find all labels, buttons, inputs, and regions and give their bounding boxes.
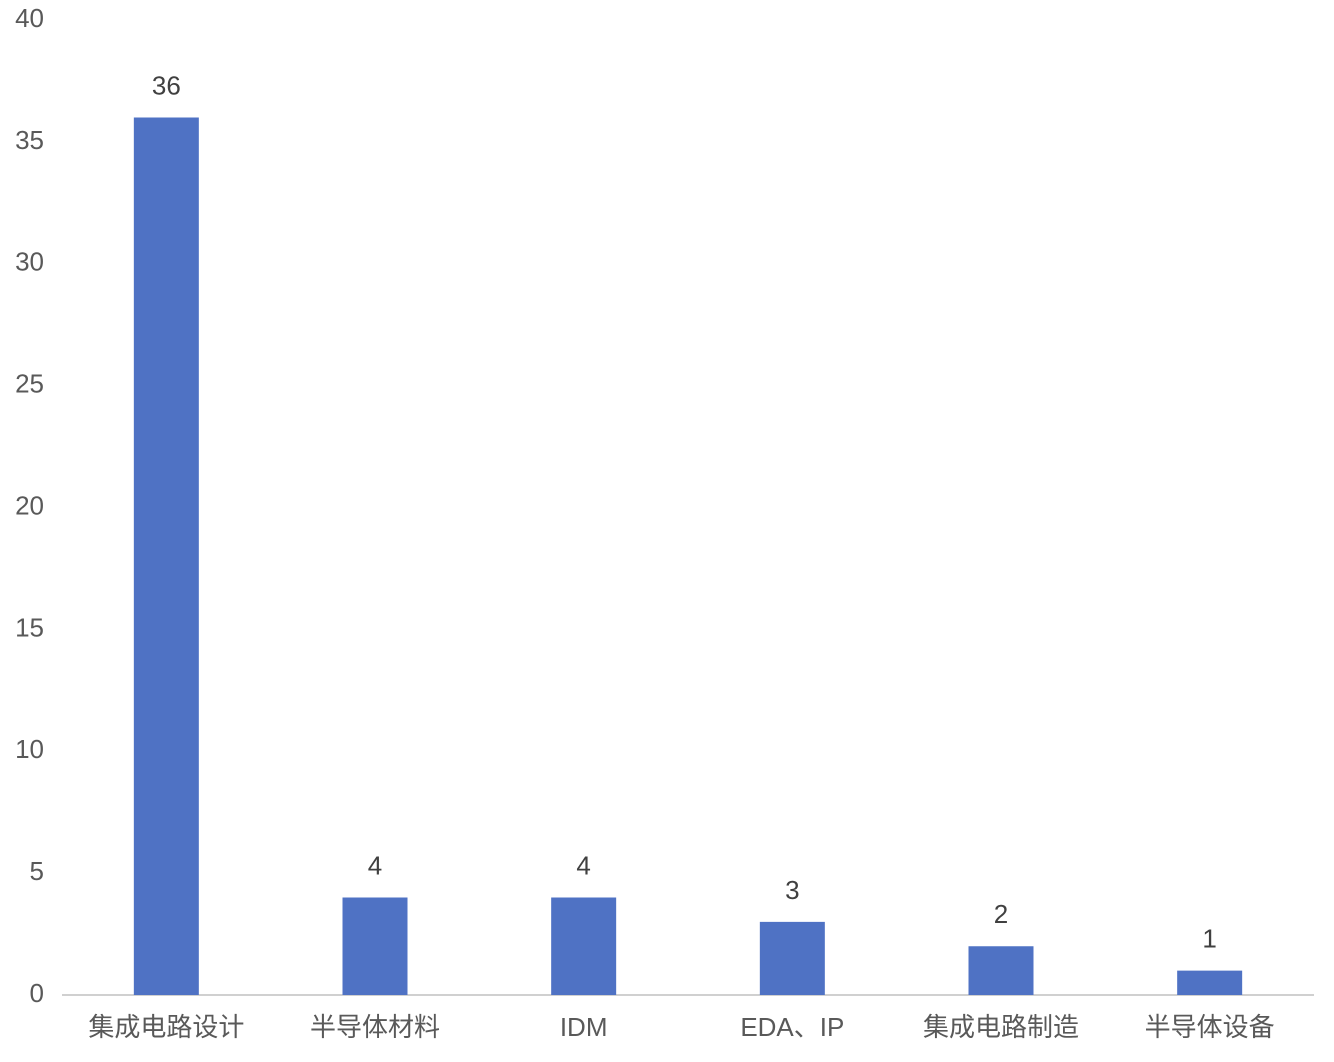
bar xyxy=(133,117,199,995)
value-label: 1 xyxy=(1202,924,1216,954)
y-tick-label: 35 xyxy=(15,125,44,155)
value-label: 4 xyxy=(576,850,590,880)
value-label: 2 xyxy=(994,899,1008,929)
x-tick-label: IDM xyxy=(560,1012,608,1042)
x-tick-label: 集成电路设计 xyxy=(88,1012,244,1042)
y-tick-label: 0 xyxy=(30,978,44,1008)
x-tick-label: 半导体设备 xyxy=(1145,1012,1275,1042)
bar xyxy=(1177,970,1243,995)
x-tick-label: EDA、IP xyxy=(740,1012,844,1042)
y-tick-label: 25 xyxy=(15,369,44,399)
y-tick-label: 20 xyxy=(15,490,44,520)
y-tick-label: 5 xyxy=(30,856,44,886)
x-tick-label: 半导体材料 xyxy=(310,1012,440,1042)
bar xyxy=(759,921,825,995)
bar xyxy=(968,946,1034,995)
y-tick-label: 15 xyxy=(15,612,44,642)
y-tick-label: 30 xyxy=(15,247,44,277)
y-tick-label: 40 xyxy=(15,3,44,33)
x-tick-label: 集成电路制造 xyxy=(923,1012,1079,1042)
bar xyxy=(551,897,617,995)
value-label: 4 xyxy=(368,850,382,880)
value-label: 3 xyxy=(785,875,799,905)
y-tick-label: 10 xyxy=(15,734,44,764)
bar xyxy=(342,897,408,995)
value-label: 36 xyxy=(152,70,181,100)
